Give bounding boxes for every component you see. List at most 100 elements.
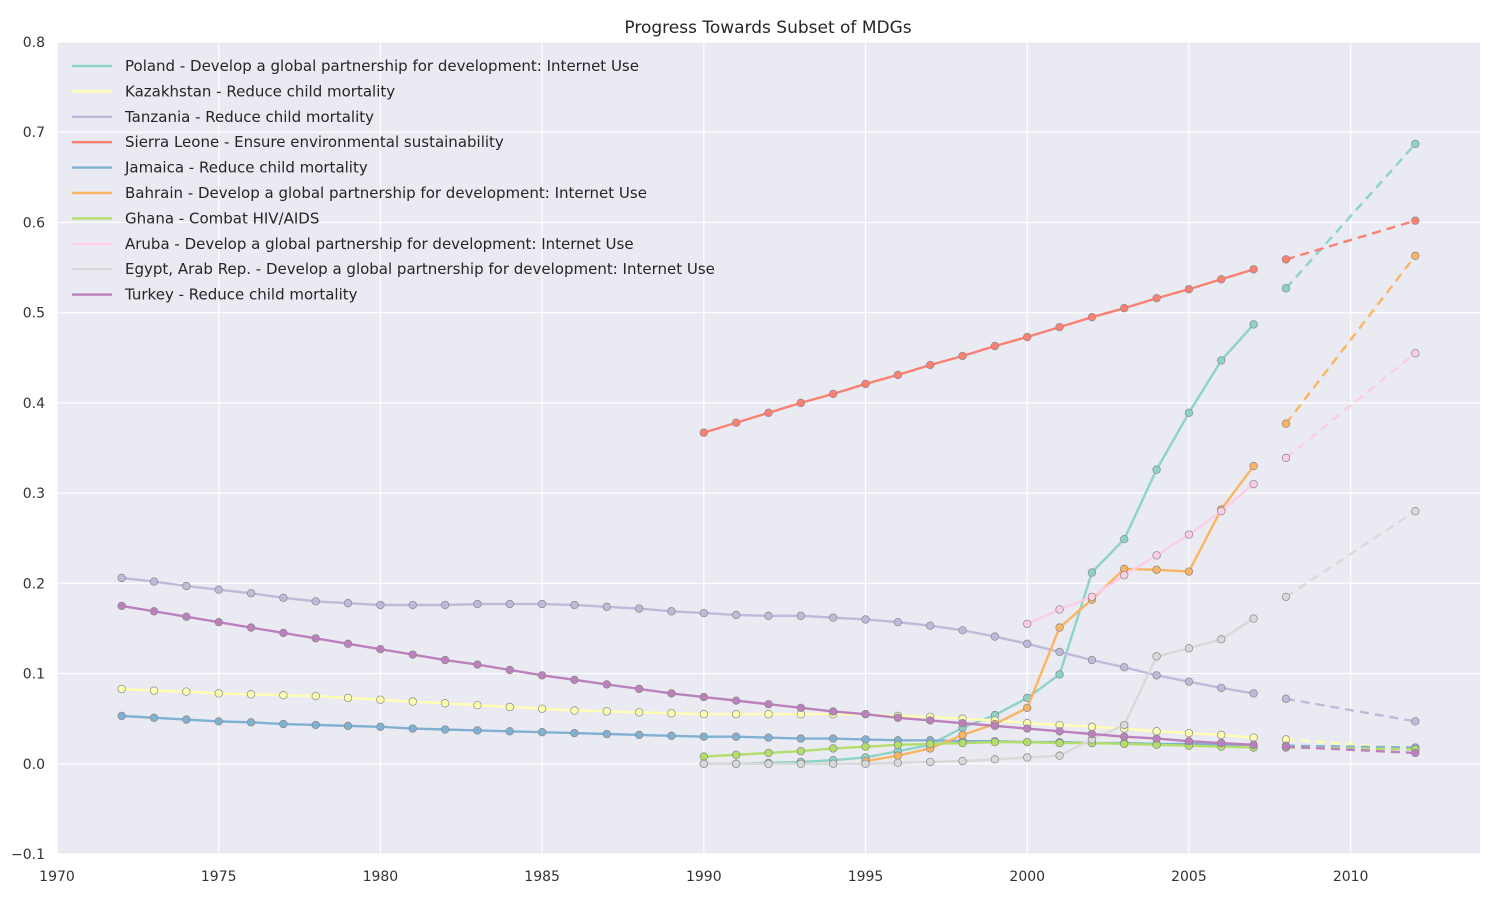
legend-label: Poland - Develop a global partnership fo… <box>125 57 639 75</box>
data-point <box>861 742 870 751</box>
y-tick-label: 0.3 <box>23 486 45 502</box>
x-tick-label: 2010 <box>1333 869 1369 885</box>
data-point <box>1217 356 1226 365</box>
legend-item: Turkey - Reduce child mortality <box>72 286 358 304</box>
data-point <box>1023 619 1032 629</box>
data-point <box>732 750 741 759</box>
data-point <box>1152 565 1161 574</box>
data-point <box>764 759 773 768</box>
data-point <box>861 379 870 389</box>
data-point <box>505 727 514 736</box>
data-point <box>667 689 676 698</box>
data-point <box>796 746 805 756</box>
data-point <box>1023 703 1032 712</box>
data-point <box>473 726 482 735</box>
data-point <box>732 710 741 719</box>
projection-point <box>1411 251 1420 260</box>
legend-label: Bahrain - Develop a global partnership f… <box>125 184 647 202</box>
data-point <box>376 695 385 704</box>
projection-point <box>1281 255 1291 264</box>
data-point <box>958 730 967 740</box>
data-point <box>699 752 708 761</box>
y-axis-tick-labels: −0.1 0.0 0.1 0.2 0.3 0.4 0.5 0.6 0.7 0.8 <box>11 35 45 863</box>
plot-area <box>57 42 1480 854</box>
data-point <box>1249 740 1258 749</box>
data-point <box>893 740 903 749</box>
series-line <box>121 604 1254 747</box>
data-point <box>1249 320 1258 329</box>
series-group <box>117 573 1420 726</box>
data-point <box>1249 461 1258 471</box>
data-point <box>764 408 773 417</box>
y-tick-label: 0.8 <box>23 35 45 51</box>
data-point <box>990 632 1000 641</box>
data-point <box>634 604 644 613</box>
data-point <box>1023 639 1032 648</box>
legend-label: Kazakhstan - Reduce child mortality <box>125 82 395 100</box>
data-point <box>861 735 870 744</box>
data-point <box>408 650 417 659</box>
legend-item: Egypt, Arab Rep. - Develop a global part… <box>72 260 715 278</box>
projection-point <box>1411 349 1420 358</box>
data-point <box>1087 729 1097 739</box>
data-point <box>182 581 191 591</box>
projection-point <box>1411 748 1420 758</box>
data-point <box>796 734 805 743</box>
y-tick-label: 0.2 <box>23 576 45 592</box>
data-point <box>1120 304 1129 313</box>
data-point <box>1249 614 1258 623</box>
series-group <box>117 601 1420 758</box>
data-point <box>1152 294 1161 303</box>
data-point <box>149 686 159 695</box>
legend-item: Tanzania - Reduce child mortality <box>72 108 374 126</box>
data-point <box>149 577 159 586</box>
data-point <box>117 601 126 611</box>
data-point <box>246 690 256 699</box>
data-point <box>279 593 288 602</box>
data-point <box>829 707 838 716</box>
data-point <box>764 733 773 742</box>
data-point <box>732 732 741 741</box>
data-point <box>1023 737 1032 747</box>
series-group <box>699 216 1420 437</box>
data-point <box>343 639 353 648</box>
data-point <box>1249 265 1258 274</box>
data-point <box>699 759 708 768</box>
projection-point <box>1411 507 1420 516</box>
data-point <box>926 716 935 725</box>
projection-line <box>1285 744 1416 749</box>
data-point <box>1087 722 1097 731</box>
data-point <box>246 623 256 632</box>
data-point <box>1120 732 1129 741</box>
legend-item: Ghana - Combat HIV/AIDS <box>72 209 319 227</box>
data-point <box>1249 689 1258 698</box>
data-point <box>1120 534 1129 544</box>
y-tick-label: 0.1 <box>23 667 45 683</box>
data-point <box>1055 605 1064 614</box>
data-point <box>1184 408 1194 417</box>
data-point <box>537 599 547 609</box>
legend-label: Tanzania - Reduce child mortality <box>124 108 374 126</box>
legend-item: Poland - Develop a global partnership fo… <box>72 57 639 75</box>
data-point <box>570 600 579 610</box>
data-point <box>279 628 288 638</box>
data-point <box>246 718 256 727</box>
data-point <box>764 611 773 620</box>
data-point <box>473 660 482 669</box>
x-tick-label: 2000 <box>1009 869 1045 885</box>
data-point <box>1055 727 1064 736</box>
data-point <box>505 702 514 712</box>
data-point <box>1055 751 1064 760</box>
data-point <box>1120 663 1129 672</box>
chart-title: Progress Towards Subset of MDGs <box>624 18 911 38</box>
data-point <box>893 758 903 768</box>
projection-point <box>1411 139 1420 149</box>
series-group <box>1023 349 1420 629</box>
data-point <box>602 729 611 739</box>
data-point <box>214 689 223 698</box>
data-point <box>1087 313 1097 322</box>
data-point <box>1120 720 1129 730</box>
data-point <box>732 418 741 427</box>
series-line <box>703 268 1254 434</box>
